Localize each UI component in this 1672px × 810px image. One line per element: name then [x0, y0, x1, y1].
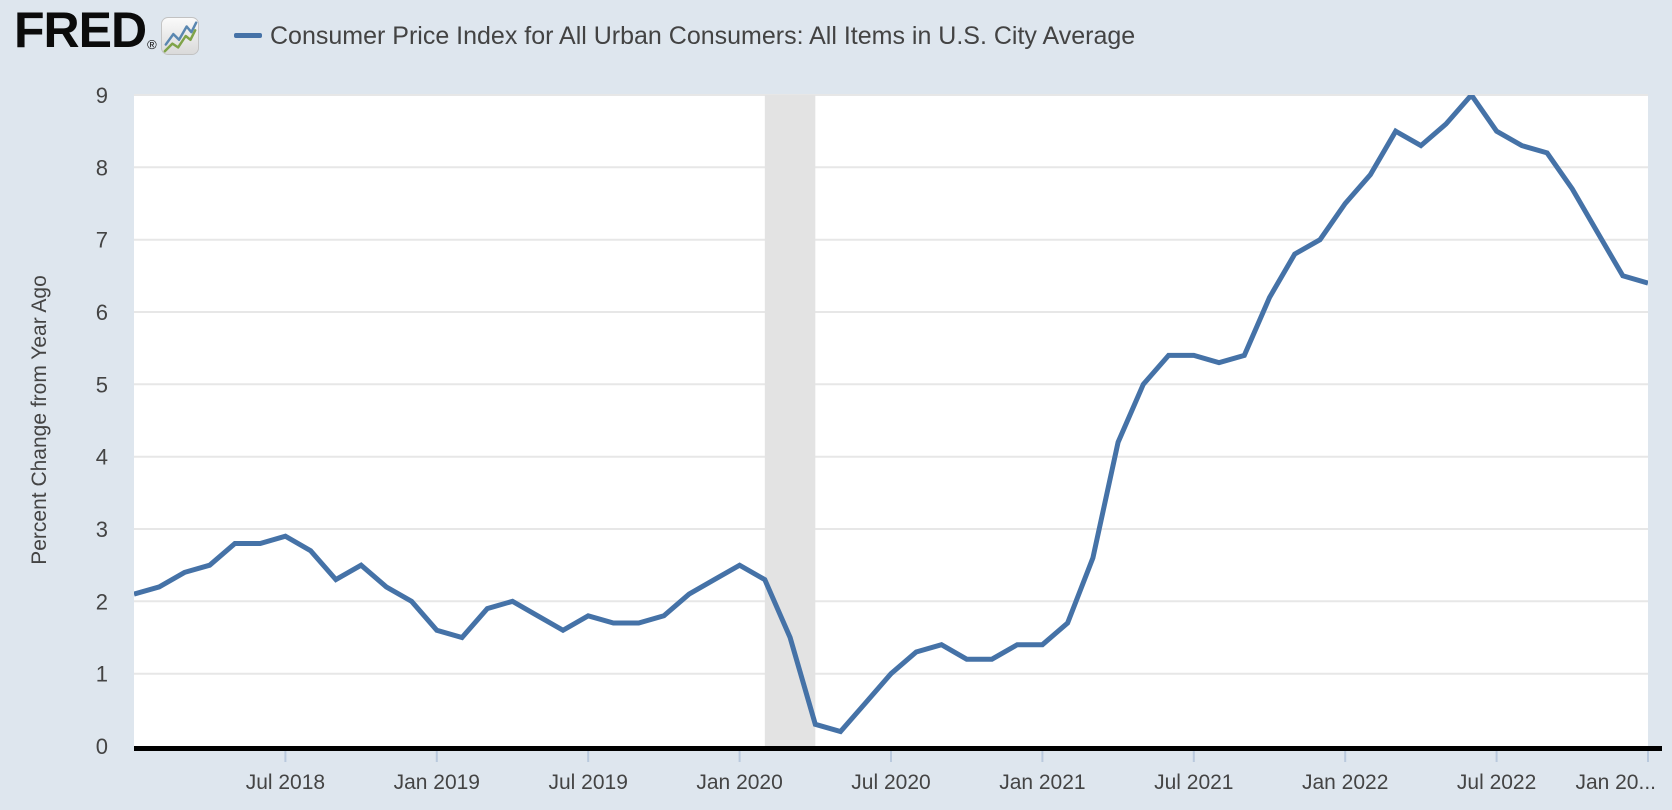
- gridlines: [134, 94, 1648, 675]
- y-axis-title: Percent Change from Year Ago: [28, 275, 51, 565]
- x-tick-label: Jul 2018: [246, 771, 325, 794]
- x-tick-label: Jul 2022: [1457, 771, 1536, 794]
- x-tick-label: Jul 2021: [1154, 771, 1233, 794]
- x-tick-label: Jan 2021: [999, 771, 1085, 794]
- series-legend-line: [234, 33, 262, 38]
- plot-area[interactable]: [134, 95, 1648, 746]
- x-tick-label: Jan 2020: [696, 771, 782, 794]
- cpi-series-line: [134, 95, 1648, 735]
- x-axis-labels: Jul 2018 Jan 2019 Jul 2019 Jan 2020 Jul 2020…: [246, 771, 1656, 794]
- x-tick-label: Jul 2020: [851, 771, 930, 794]
- recession-band: [764, 95, 816, 746]
- y-tick-label-8: 8: [96, 155, 108, 180]
- series-title: Consumer Price Index for All Urban Consu…: [270, 22, 1136, 50]
- y-tick-label-1: 1: [96, 662, 108, 687]
- x-tick-label: Jul 2019: [548, 771, 627, 794]
- fred-sparkline-icon: [161, 17, 199, 55]
- x-axis-ticks: [284, 751, 1649, 762]
- y-tick-label-4: 4: [96, 445, 108, 470]
- y-tick-label-0: 0: [96, 734, 108, 759]
- y-tick-label-3: 3: [96, 517, 108, 542]
- x-axis-line: [134, 746, 1662, 751]
- recession-shading: [764, 95, 816, 746]
- x-tick-label: Jan 2019: [394, 771, 480, 794]
- x-tick-label: Jan 2022: [1302, 771, 1388, 794]
- y-tick-label-9: 9: [96, 83, 108, 108]
- y-tick-label-2: 2: [96, 589, 108, 614]
- fred-logo-text: FRED: [14, 2, 147, 58]
- y-tick-label-5: 5: [96, 372, 108, 397]
- y-axis-labels: 0 1 2 3 4 5 6 7 8 9: [96, 83, 108, 759]
- registered-trademark-symbol: ®: [147, 37, 157, 52]
- chart-header: FRED ® Consumer Price Index for All Urba…: [0, 0, 1672, 90]
- fred-logo: FRED ®: [14, 4, 157, 56]
- y-tick-label-7: 7: [96, 228, 108, 253]
- y-tick-label-6: 6: [96, 300, 108, 325]
- cpi-line: [134, 95, 1648, 735]
- x-tick-label: Jan 20...: [1575, 771, 1656, 794]
